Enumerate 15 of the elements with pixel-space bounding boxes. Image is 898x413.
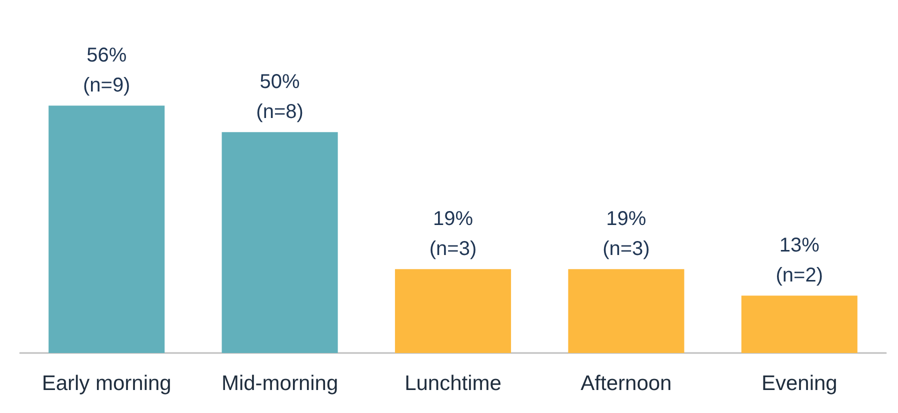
x-tick-label: Evening (761, 372, 838, 395)
data-label: 13% (n=2) (776, 234, 824, 287)
bar (48, 106, 165, 353)
x-tick-label: Early morning (42, 372, 172, 395)
bar (222, 132, 338, 353)
data-label: 19% (n=3) (602, 208, 650, 260)
data-label: 50% (n=8) (256, 71, 304, 124)
bar (568, 269, 684, 353)
x-tick-label: Lunchtime (404, 372, 502, 395)
bar (394, 269, 512, 353)
data-label: 56% (n=9) (82, 44, 130, 97)
bar (741, 296, 858, 353)
x-tick-label: Mid-morning (221, 372, 338, 395)
data-label: 19% (n=3) (429, 208, 477, 260)
x-tick-label: Afternoon (580, 372, 672, 395)
